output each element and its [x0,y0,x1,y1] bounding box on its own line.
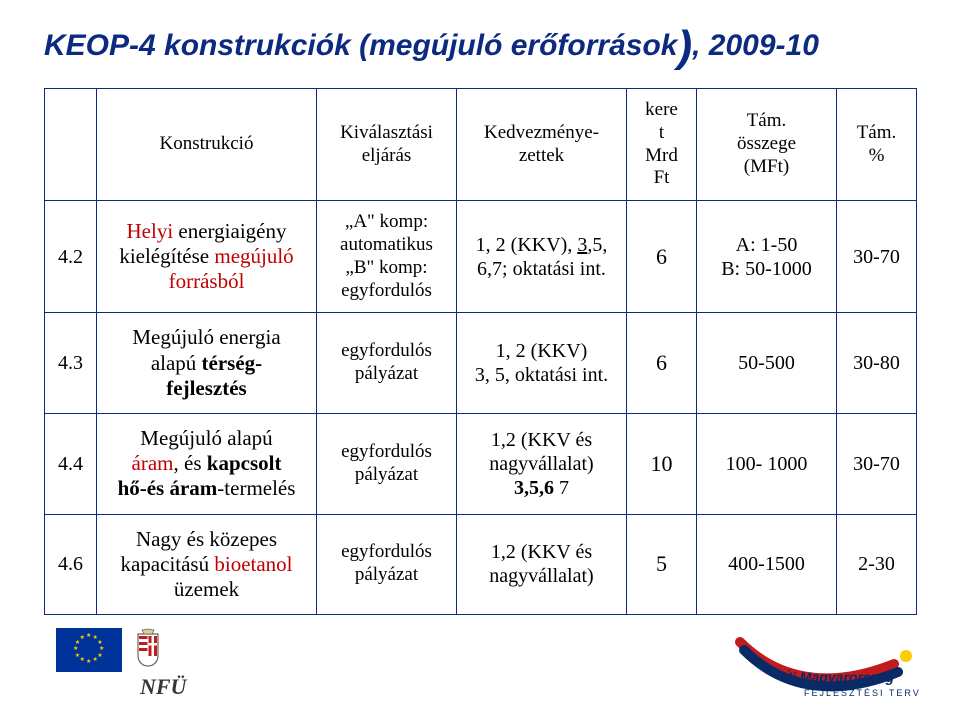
header-konstrukcio: Konstrukció [97,89,317,201]
nfu-logo-text: NFÜ [140,674,186,700]
row-num: 4.3 [45,313,97,414]
header-blank [45,89,97,201]
hungary-crest-icon [136,628,160,672]
row-tam: 100- 1000 [697,413,837,514]
row-pct: 30-70 [837,413,917,514]
slide: KEOP-4 konstrukciók (megújuló erőforráso… [0,0,960,716]
table-row: 4.2 Helyi energiaigénykielégítése megúju… [45,201,917,313]
header-keret: kere t Mrd Ft [627,89,697,201]
row-keret: 10 [627,413,697,514]
row-kedv: 1,2 (KKV és nagyvállalat) 3,5,6 7 [457,413,627,514]
row-construct: Megújuló energiaalapú térség-fejlesztés [97,313,317,414]
row-num: 4.2 [45,201,97,313]
row-keret: 5 [627,514,697,615]
svg-text:Új Magyarország: Új Magyarország [782,668,894,685]
table-row: 4.3 Megújuló energiaalapú térség-fejlesz… [45,313,917,414]
row-keret: 6 [627,201,697,313]
row-num: 4.6 [45,514,97,615]
row-tam: 400-1500 [697,514,837,615]
table-row: 4.6 Nagy és közepeskapacitású bioetanolü… [45,514,917,615]
row-num: 4.4 [45,413,97,514]
row-tam: A: 1-50 B: 50-1000 [697,201,837,313]
row-kedv: 1,2 (KKV és nagyvállalat) [457,514,627,615]
header-pct: Tám. % [837,89,917,201]
row-tam: 50-500 [697,313,837,414]
svg-text:FEJLESZTÉSI TERV: FEJLESZTÉSI TERV [804,688,921,698]
row-construct: Megújuló alapúáram, és kapcsolthő-és ára… [97,413,317,514]
row-kedv: 1, 2 (KKV), 3,5,6,7; oktatási int. [457,201,627,313]
title-paren: ) [677,22,692,71]
eu-flag-icon: ★★★★★★★★★★★★ [56,628,122,672]
table-row: 4.4 Megújuló alapúáram, és kapcsolthő-és… [45,413,917,514]
row-eljaras: egyfordulós pályázat [317,313,457,414]
row-construct: Helyi energiaigénykielégítése megújulófo… [97,201,317,313]
slide-title: KEOP-4 konstrukciók (megújuló erőforráso… [44,22,920,73]
row-keret: 6 [627,313,697,414]
umft-logo: Új Magyarország FEJLESZTÉSI TERV [734,636,924,702]
footer: ★★★★★★★★★★★★ NFÜ Új Magyarország FEJLESZ… [0,620,960,716]
row-eljaras: egyfordulós pályázat [317,413,457,514]
header-tam: Tám. összege (MFt) [697,89,837,201]
row-eljaras: „A" komp: automatikus „B" komp: egyfordu… [317,201,457,313]
row-construct: Nagy és közepeskapacitású bioetanolüzeme… [97,514,317,615]
title-post: , 2009-10 [692,29,819,62]
data-table: Konstrukció Kiválasztási eljárás Kedvezm… [44,88,917,615]
row-eljaras: egyfordulós pályázat [317,514,457,615]
row-kedv: 1, 2 (KKV) 3, 5, oktatási int. [457,313,627,414]
header-eljaras: Kiválasztási eljárás [317,89,457,201]
row-pct: 2-30 [837,514,917,615]
header-kedv: Kedvezménye-zettek [457,89,627,201]
title-pre: KEOP-4 konstrukciók (megújuló erőforráso… [44,29,677,62]
row-pct: 30-80 [837,313,917,414]
row-pct: 30-70 [837,201,917,313]
table-header-row: Konstrukció Kiválasztási eljárás Kedvezm… [45,89,917,201]
